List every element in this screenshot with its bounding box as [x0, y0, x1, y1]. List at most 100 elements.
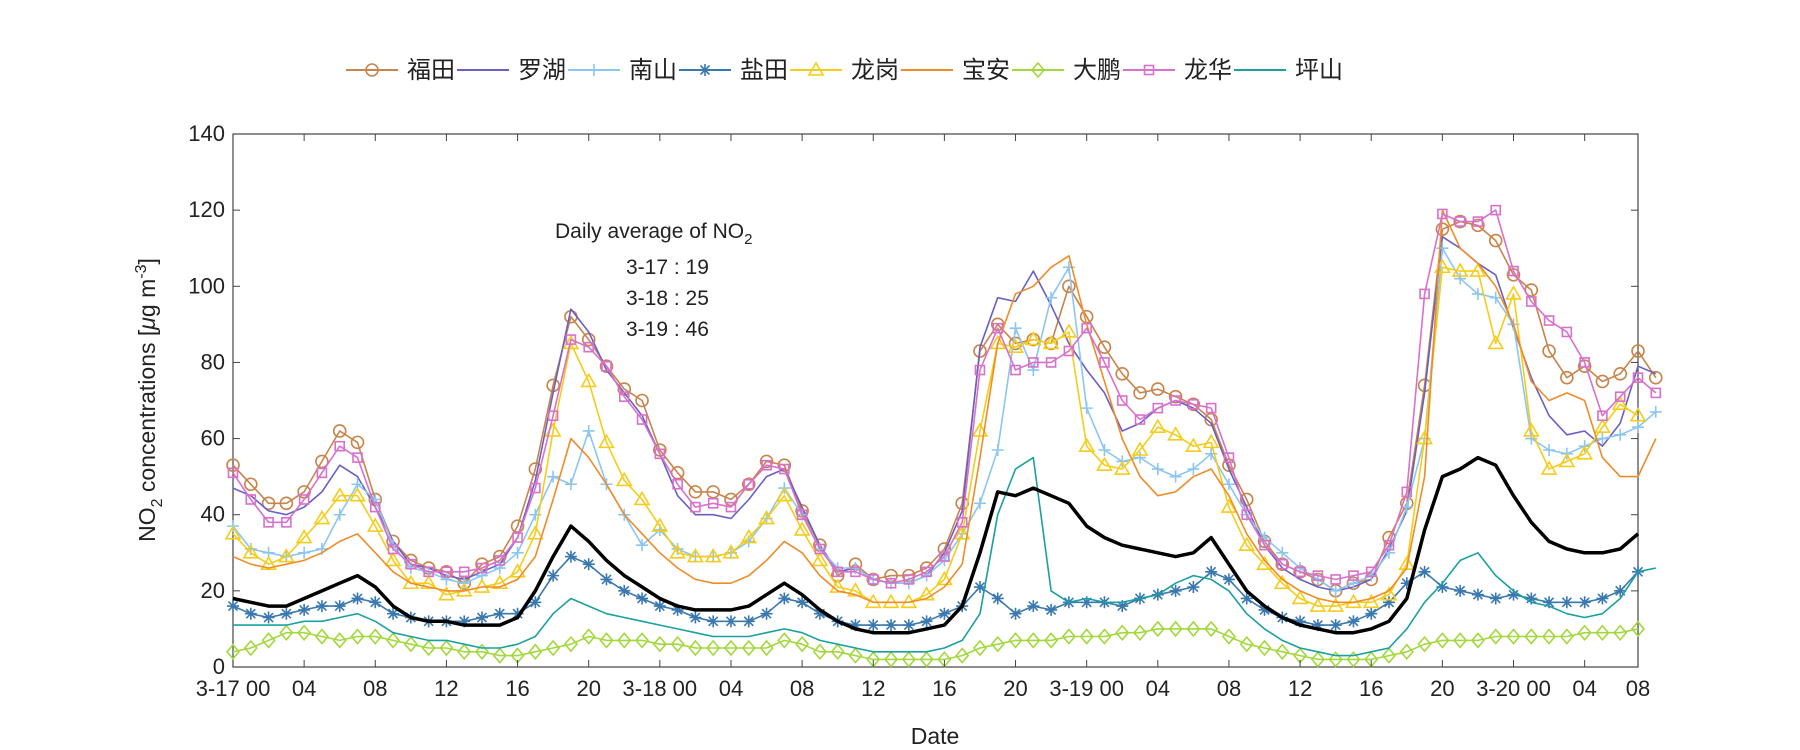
legend-entry: 宝安 — [901, 57, 1010, 84]
series-2-point — [1062, 261, 1075, 274]
series-7-point — [1472, 216, 1484, 227]
series-7-point — [939, 551, 950, 562]
series-3-point — [973, 581, 986, 594]
series-3-point — [849, 619, 862, 632]
series-4-point — [687, 548, 704, 563]
series-6-point — [670, 635, 685, 653]
legend: 福田 罗湖 南山 盐田 龙岗 宝安 大鹏 龙华 坪山 — [346, 57, 1343, 84]
series-6-point — [706, 639, 721, 657]
series-6-point — [1328, 651, 1343, 668]
series-2-point — [1632, 421, 1644, 434]
series-3-point — [1471, 588, 1484, 601]
series-3-point — [1240, 592, 1253, 605]
series-2-point — [1649, 405, 1662, 418]
series-6-point — [848, 647, 863, 664]
series-4-point — [295, 528, 313, 544]
legend-entry: 南山 — [568, 57, 677, 84]
series-7-point — [476, 562, 488, 574]
series-4-point — [1007, 338, 1024, 353]
series-3-point — [1365, 607, 1378, 620]
series-3-point — [333, 600, 346, 613]
series-average — [232, 455, 1640, 635]
series-4-point — [1024, 330, 1042, 346]
series-3-point — [1614, 584, 1627, 597]
series-0-point — [1648, 370, 1663, 385]
legend-label: 龙岗 — [851, 57, 899, 84]
series-7-point — [1152, 402, 1164, 414]
series-6-point — [1435, 632, 1450, 649]
series-6-point — [759, 639, 774, 657]
series-0-point — [688, 485, 703, 499]
series-3-point — [1418, 565, 1431, 578]
y-axis-title-end: ] — [134, 258, 160, 264]
series-3-point — [1560, 596, 1573, 609]
x-tick-label: 08 — [1217, 676, 1241, 701]
series-7-point — [743, 478, 755, 490]
series-7-point — [263, 517, 274, 528]
series-3-point — [1400, 577, 1413, 590]
series-4-point — [1078, 437, 1096, 452]
legend-entry: 福田 — [346, 57, 455, 84]
series-4-point — [758, 509, 775, 525]
series-6-point — [403, 635, 418, 653]
series-7-point — [441, 566, 452, 578]
series-7-point — [1188, 399, 1199, 410]
series-4-point — [1487, 334, 1505, 350]
series-3-point — [315, 600, 328, 613]
series-6-point — [314, 628, 329, 645]
x-tick-label: 16 — [505, 676, 529, 701]
series-3-point — [1383, 596, 1396, 609]
series-7-point — [1365, 566, 1377, 578]
series-2-point — [973, 497, 986, 510]
series-7-point — [707, 497, 719, 509]
series-2-point — [1009, 322, 1022, 335]
series-7-point — [779, 463, 790, 475]
series-7-point — [1348, 570, 1359, 581]
series-7-point — [1223, 452, 1235, 463]
series-1-line — [232, 236, 1657, 592]
series-4-point — [935, 570, 953, 586]
series-6-point — [439, 639, 454, 657]
series-6-point — [1239, 635, 1254, 653]
y-tick-label: 140 — [188, 121, 225, 146]
series-3-point — [653, 600, 666, 613]
series-4-point — [847, 582, 864, 597]
series-6-point — [1186, 620, 1201, 638]
series-3-point — [689, 611, 702, 624]
series-6-point — [634, 632, 650, 649]
series-0-point — [1062, 279, 1076, 294]
series-7-point — [1063, 345, 1075, 357]
series-7-point — [814, 543, 826, 555]
series-4-point — [260, 555, 277, 571]
x-tick-label: 16 — [1359, 676, 1383, 701]
series-3-point — [902, 619, 915, 632]
series-6-point — [457, 643, 472, 661]
series-4-point — [331, 487, 349, 502]
series-6-point — [1595, 624, 1610, 641]
x-axis-ticks: 3-17 00 04 08 12 16 20 3-18 00 04 08 12 16 20 3-19 0… — [196, 134, 1650, 701]
series-0-point — [1186, 397, 1201, 412]
series-4-point — [1522, 422, 1540, 437]
series-7-point — [565, 334, 577, 345]
series-7-point — [1277, 558, 1288, 570]
series-0-point — [1435, 222, 1450, 236]
series-7-point — [423, 566, 434, 578]
y-axis-title-mu: μ — [134, 317, 160, 331]
series-0-point — [706, 485, 720, 499]
series-6-point — [617, 632, 632, 649]
series-4-point — [1380, 586, 1398, 601]
series-0-point — [1168, 389, 1183, 404]
series-2-point — [1151, 463, 1164, 476]
series-0-point — [1097, 340, 1112, 355]
series-3-point — [1009, 607, 1022, 620]
series-7-point — [281, 517, 292, 528]
series-average-line — [232, 455, 1640, 635]
series-2-point — [1436, 242, 1449, 255]
series-7-point — [1134, 414, 1146, 425]
series-7-point — [832, 566, 843, 578]
series-7-point — [903, 574, 915, 585]
series-6-point — [1097, 628, 1112, 645]
series-4-point — [615, 471, 633, 487]
series-7-point — [227, 467, 239, 479]
